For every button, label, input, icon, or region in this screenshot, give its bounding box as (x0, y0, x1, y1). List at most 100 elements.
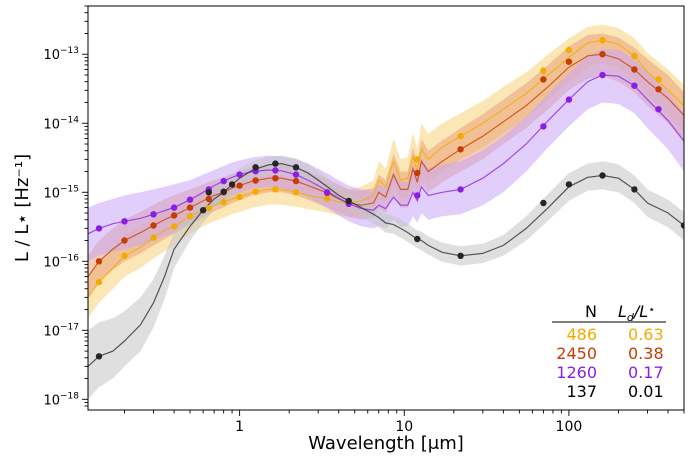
series-2-point (323, 189, 331, 196)
series-3-point (205, 189, 212, 196)
legend-header-ratio: Ld/L⋆ (618, 302, 655, 324)
series-2-point (150, 211, 157, 218)
series-1-point (95, 258, 103, 265)
series-0-point (95, 278, 103, 286)
x-tick-label: 10 (395, 419, 413, 435)
series-3-point (220, 188, 227, 195)
y-axis-label: L / L⋆ [Hz⁻¹] (12, 154, 33, 262)
legend-rows: 486 0.63 2450 0.38 1260 0.17 137 0.01 (556, 325, 663, 401)
y-tick-label: 10−15 (43, 184, 79, 201)
series-3-point (292, 164, 300, 171)
series-2-point (236, 171, 243, 178)
series-1-point (186, 204, 194, 211)
series-0-point (323, 195, 331, 202)
y-tick-label: 10−14 (43, 115, 79, 132)
x-tick-label: 100 (556, 419, 583, 435)
y-tick-label: 10−18 (43, 391, 79, 408)
series-3-point (540, 199, 547, 207)
series-0-point (186, 213, 194, 220)
y-axis-ticks: 10−18 10−17 10−16 10−15 10−14 10−13 (43, 5, 88, 408)
series-0-point (540, 67, 547, 74)
series-3-point (599, 172, 606, 179)
series-1-point (631, 66, 638, 73)
series-3-point (414, 235, 421, 243)
legend-header-ratio-sub: d (627, 311, 635, 324)
series-2-point (540, 123, 547, 130)
x-axis-ticks: 1 10 100 (124, 410, 685, 435)
series-3-point (565, 181, 573, 188)
series-0-point (170, 223, 178, 230)
series-2-point (414, 192, 421, 199)
series-1-point (272, 175, 279, 182)
series-3-point (252, 164, 259, 171)
series-3-point (272, 160, 279, 167)
series-0-point (655, 76, 662, 83)
series-0-point (565, 46, 573, 54)
series-2-point (631, 82, 638, 89)
series-0-point (252, 188, 259, 195)
series-0-point (272, 186, 279, 193)
series-2-point (272, 167, 279, 174)
series-0-point (150, 234, 157, 241)
legend-n-value: 486 (566, 325, 597, 344)
series-0-point (121, 252, 128, 259)
series-1-point (121, 237, 128, 244)
series-0-point (457, 133, 464, 140)
series-0-point (292, 189, 300, 196)
series-3-point (95, 353, 103, 360)
series-1-band (88, 33, 684, 298)
legend-header-ratio-main: L (618, 302, 627, 321)
series-1-point (457, 146, 464, 153)
series-1-point (205, 195, 212, 203)
x-tick-label: 1 (235, 419, 244, 435)
legend-n-value: 1260 (556, 363, 597, 382)
legend-ratio-value: 0.63 (628, 325, 664, 344)
legend-ratio-value: 0.01 (628, 382, 664, 401)
series-0-point (414, 156, 421, 163)
legend-ratio-value: 0.38 (628, 344, 664, 363)
legend-n-value: 2450 (556, 344, 597, 363)
legend-header-ratio-tail: /L (632, 302, 648, 321)
series-2-point (170, 204, 178, 211)
series-0-point (205, 204, 212, 212)
series-2-point (95, 225, 103, 232)
series-1-point (170, 212, 178, 219)
y-tick-label: 10−17 (43, 322, 79, 339)
legend-header-n: N (585, 302, 597, 321)
legend-n-value: 137 (566, 382, 597, 401)
series-1-point (292, 177, 300, 185)
legend: N Ld/L⋆ 486 0.63 2450 0.38 1260 0.17 137 0.01 (552, 302, 666, 401)
series-0-point (631, 52, 638, 59)
series-3-point (345, 197, 352, 205)
series-1-point (236, 182, 243, 189)
series-2-point (121, 218, 128, 225)
series-0-point (599, 37, 606, 44)
series-1-point (565, 58, 573, 65)
series-0-point (220, 198, 227, 206)
y-tick-label: 10−16 (43, 253, 79, 270)
legend-ratio-value: 0.17 (628, 363, 664, 382)
series-3-point (228, 181, 236, 188)
series-2-point (565, 96, 573, 103)
legend-header-ratio-star: ⋆ (648, 303, 655, 316)
series-2-point (186, 196, 194, 203)
series-1-point (252, 177, 259, 184)
series-2-point (292, 171, 300, 178)
y-tick-label: 10−13 (43, 46, 79, 63)
series-3-point (631, 186, 638, 193)
series-1-point (414, 169, 421, 177)
series-3-point (457, 252, 464, 259)
series-3-point (199, 207, 207, 214)
series-2-point (220, 177, 227, 185)
x-axis-label: Wavelength [μm] (308, 433, 464, 454)
series-2-point (457, 186, 464, 193)
series-1-point (599, 51, 606, 58)
series-1-point (540, 76, 547, 83)
series-3-band (88, 155, 684, 400)
series-0-point (236, 193, 243, 201)
series-3-line (88, 162, 684, 367)
series-1-point (655, 86, 662, 93)
series-2-point (655, 106, 662, 113)
series-3-point (680, 222, 684, 229)
